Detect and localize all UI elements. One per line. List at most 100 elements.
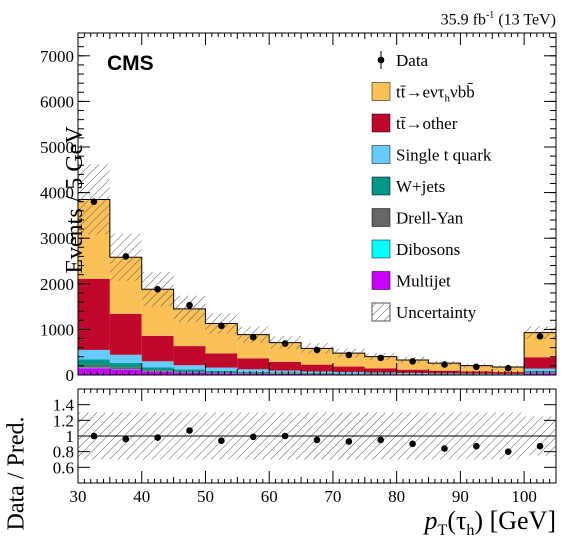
bar-drellyan-bin-2	[141, 370, 174, 372]
bar-multijet-bin-3	[173, 372, 206, 375]
data-point-5	[249, 333, 257, 341]
y-tick-label-4000: 4000	[40, 184, 74, 203]
bar-wjets-bin-5	[237, 371, 270, 373]
bar-ttehbb-bin-9	[364, 356, 397, 369]
data-point-11	[441, 361, 448, 368]
bar-wjets-bin-6	[269, 372, 302, 374]
legend-label-3: Single t quark	[396, 146, 492, 165]
legend-swatch-4	[371, 176, 391, 196]
ratio-point-0	[90, 432, 98, 440]
bar-multijet-bin-2	[141, 371, 174, 375]
y-tick-label-3000: 3000	[40, 229, 74, 248]
bar-wjets-bin-4	[205, 370, 238, 373]
legend-label-4: W+jets	[396, 177, 445, 196]
data-point-7	[313, 346, 321, 354]
bar-singletquark-bin-7	[301, 371, 333, 373]
data-point-14	[536, 332, 544, 340]
ratio-point-13	[504, 448, 512, 455]
bar-ttother-bin-7	[301, 364, 333, 372]
data-point-2	[154, 285, 161, 293]
bar-wjets-bin-0	[78, 359, 110, 365]
ratio-point-14	[536, 442, 544, 450]
ratio-y-tick-label-0p8: 0.8	[53, 443, 74, 462]
legend-swatch-7	[371, 271, 391, 290]
bar-multijet-bin-6	[269, 373, 302, 375]
y-tick-label-1000: 1000	[40, 320, 74, 339]
ratio-panel: 30 40 50 60 70 80 90 100 0.60.811.21.4	[53, 388, 557, 506]
data-point-0	[90, 198, 98, 206]
legend-label-6: Dibosons	[396, 240, 460, 259]
bar-ttother-bin-14	[524, 357, 556, 369]
ratio-point-2	[154, 434, 161, 441]
bar-ttother-bin-8	[332, 366, 365, 373]
x-tick-label-60: 60	[261, 487, 278, 506]
x-tick-label-40: 40	[133, 487, 150, 506]
bar-wjets-bin-8	[332, 373, 365, 374]
data-point-10	[409, 358, 416, 365]
bar-wjets-bin-2	[141, 367, 174, 371]
ratio-point-5	[249, 433, 257, 441]
x-axis-unit: ) [GeV]	[474, 506, 556, 535]
bar-ttother-bin-9	[364, 368, 397, 373]
x-axis-label: pT(τh) [GeV]	[425, 506, 556, 540]
bar-singletquark-bin-2	[141, 361, 174, 368]
bar-singletquark-bin-1	[109, 354, 142, 364]
bar-drellyan-bin-0	[78, 364, 110, 368]
main-y-axis-label: Events / 5 GeV	[62, 126, 89, 274]
ratio-point-8	[345, 438, 353, 445]
bar-wjets-bin-3	[173, 369, 206, 372]
bar-drellyan-bin-4	[205, 372, 238, 374]
uncertainty-band-bin-3	[173, 295, 206, 323]
data-point-8	[345, 351, 353, 359]
bar-singletquark-bin-14	[524, 368, 556, 371]
data-point-1	[122, 253, 130, 260]
x-tick-label-50: 50	[197, 487, 214, 506]
bar-wjets-bin-1	[109, 363, 142, 368]
y-tick-label-0: 0	[66, 366, 75, 385]
legend-swatch-3	[371, 145, 391, 164]
data-point-13	[504, 364, 512, 372]
data-point-4	[218, 322, 225, 330]
ratio-point-12	[473, 442, 480, 450]
x-tick-label-80: 80	[388, 487, 405, 506]
bar-singletquark-bin-10	[396, 373, 429, 374]
bar-singletquark-bin-9	[364, 372, 397, 374]
bar-ttehbb-bin-10	[396, 359, 429, 370]
bar-wjets-bin-14	[524, 370, 556, 373]
ratio-point-4	[218, 437, 225, 445]
legend-swatch-uncertainty	[371, 302, 391, 322]
x-axis-arg: (τ	[447, 506, 467, 535]
ratio-y-tick-label-1p4: 1.4	[53, 396, 75, 415]
data-point-9	[377, 354, 385, 362]
bar-singletquark-bin-5	[237, 369, 270, 372]
bar-ttother-bin-11	[428, 370, 461, 374]
main-frame	[77, 32, 557, 376]
bar-singletquark-bin-4	[205, 367, 238, 371]
ratio-y-tick-label-0p6: 0.6	[53, 458, 74, 477]
bar-ttother-bin-5	[237, 358, 270, 370]
x-axis-arg-sub: h	[466, 522, 475, 540]
legend-label-2: tt̄→other	[396, 114, 458, 133]
bar-ttother-bin-12	[460, 371, 493, 374]
x-tick-label-30: 30	[70, 487, 87, 506]
ratio-y-axis-label: Data / Pred.	[3, 416, 30, 531]
legend-label-0: Data	[396, 51, 429, 70]
bar-singletquark-bin-0	[78, 349, 110, 360]
ratio-point-7	[313, 436, 321, 444]
y-tick-label-2000: 2000	[40, 275, 74, 294]
bar-multijet-bin-14	[524, 373, 556, 375]
lumi-energy: (13 TeV)	[498, 11, 556, 29]
bar-multijet-bin-1	[109, 369, 142, 375]
ratio-point-1	[122, 435, 130, 443]
bar-ttother-bin-10	[396, 369, 429, 374]
y-tick-label-6000: 6000	[40, 92, 74, 111]
lumi-exponent: -1	[485, 10, 495, 21]
legend-label-8: Uncertainty	[396, 303, 477, 322]
bar-singletquark-bin-8	[332, 372, 365, 374]
y-tick-label-7000: 7000	[40, 47, 74, 66]
legend-label-7: Multijet	[396, 272, 451, 291]
luminosity-label: 35.9 fb-1 (13 TeV)	[441, 10, 556, 29]
x-axis-var: p	[424, 506, 438, 535]
bar-singletquark-bin-6	[269, 370, 302, 373]
